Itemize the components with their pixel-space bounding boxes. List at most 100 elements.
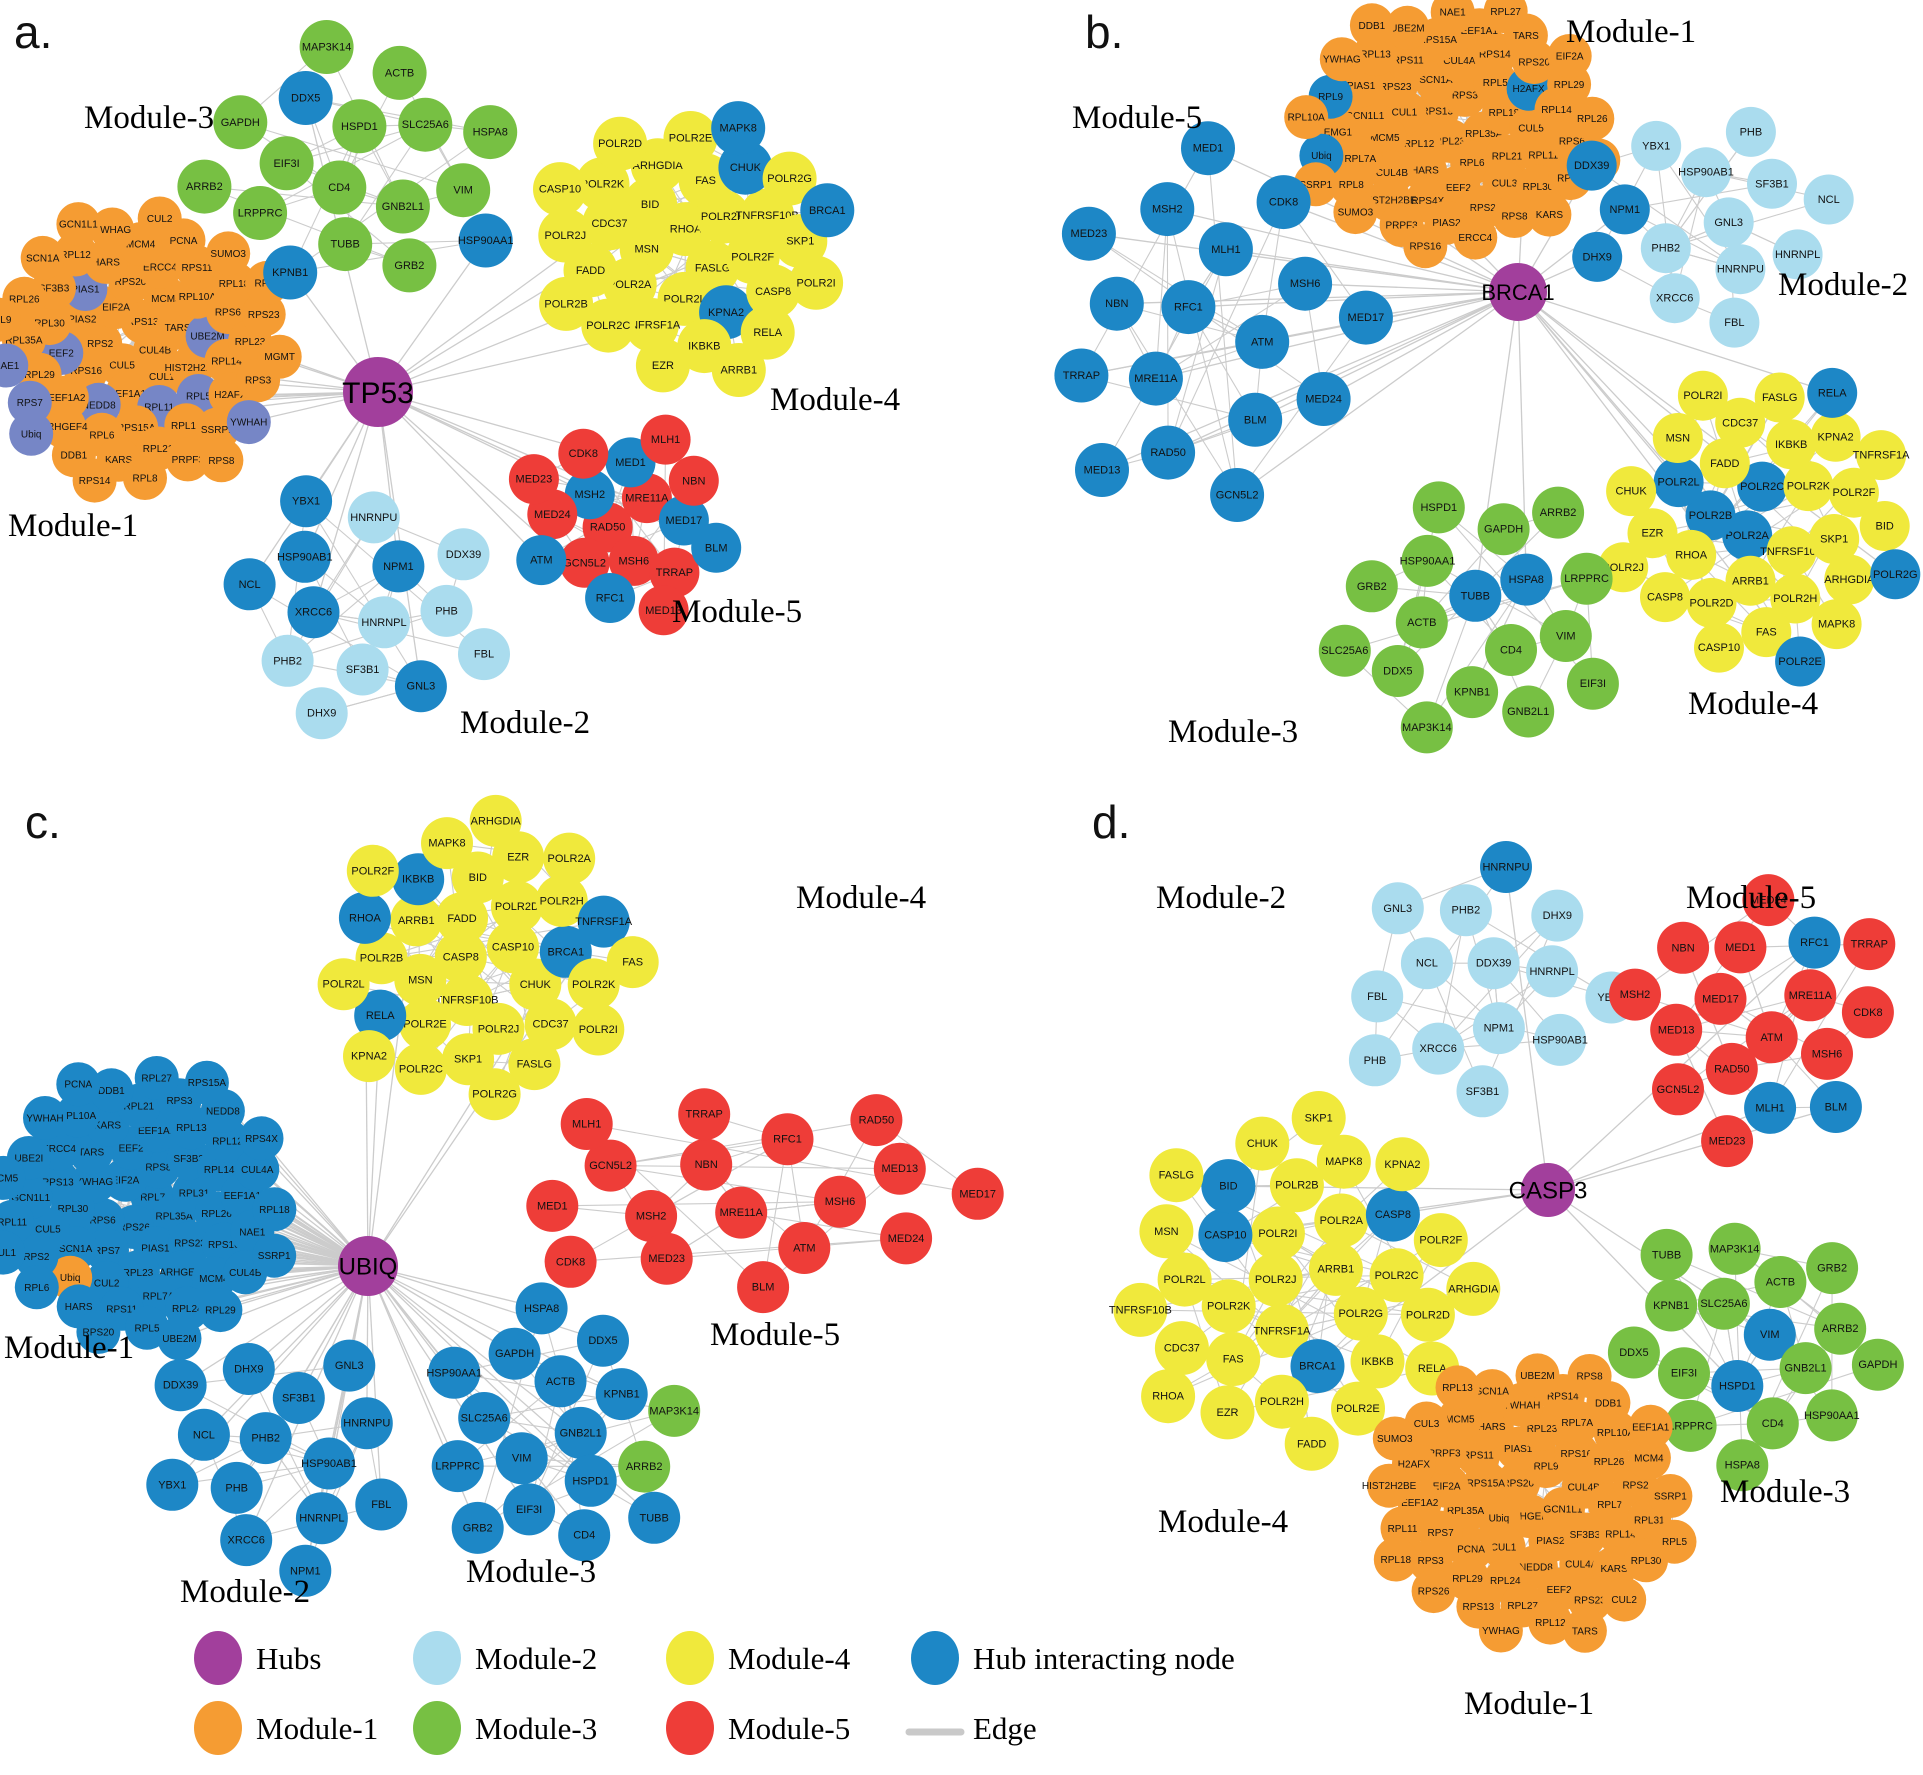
node-XRCC6[interactable]: [1649, 273, 1700, 324]
node-RPL26[interactable]: [1570, 96, 1615, 141]
node-HNRNPU[interactable]: [1715, 244, 1766, 295]
node-MED24[interactable]: [880, 1212, 933, 1265]
node-ACTB[interactable]: [1754, 1256, 1807, 1308]
node-SLC25A6[interactable]: [1318, 624, 1371, 677]
node-POLR2F[interactable]: [1413, 1213, 1468, 1268]
node-POLR2K[interactable]: [567, 958, 620, 1011]
node-DDX5[interactable]: [577, 1314, 629, 1367]
node-MGMT[interactable]: [257, 334, 302, 379]
node-NCL[interactable]: [177, 1408, 230, 1461]
node-PHB[interactable]: [210, 1461, 263, 1514]
node-POLR2C[interactable]: [1369, 1248, 1424, 1303]
node-POLR2K[interactable]: [1201, 1279, 1256, 1334]
node-TRRAP[interactable]: [1054, 348, 1109, 403]
node-MRE11A[interactable]: [1784, 969, 1837, 1022]
node-HNRNPU[interactable]: [347, 491, 400, 544]
node-EZR[interactable]: [1627, 508, 1678, 559]
node-PHB2[interactable]: [261, 634, 314, 687]
node-PHB2[interactable]: [1640, 223, 1691, 274]
node-YWHAG[interactable]: [1478, 1608, 1523, 1653]
node-HSP90AB1[interactable]: [303, 1437, 355, 1490]
node-YWHAG[interactable]: [1319, 37, 1364, 82]
node-FASLG[interactable]: [1149, 1148, 1204, 1203]
node-POLR2A[interactable]: [1314, 1193, 1369, 1248]
node-MLH1[interactable]: [1198, 222, 1253, 277]
node-MSH2[interactable]: [1609, 968, 1661, 1021]
node-CASP8[interactable]: [1640, 572, 1690, 623]
node-TRRAP[interactable]: [678, 1088, 731, 1141]
node-MED13[interactable]: [638, 585, 689, 636]
node-TNFRSF10B[interactable]: [1766, 526, 1817, 577]
node-HNRNPU[interactable]: [340, 1397, 393, 1450]
node-CDK8[interactable]: [1256, 175, 1311, 230]
node-SUMO3[interactable]: [1333, 190, 1378, 235]
node-MED23[interactable]: [508, 454, 559, 505]
node-PHB[interactable]: [420, 584, 473, 637]
node-MSN[interactable]: [394, 953, 447, 1006]
node-ATM[interactable]: [1745, 1011, 1798, 1064]
node-HSPD1[interactable]: [564, 1454, 617, 1507]
node-MED1[interactable]: [526, 1179, 579, 1232]
node-HSPA8[interactable]: [515, 1282, 568, 1335]
node-RHOA[interactable]: [1666, 529, 1717, 580]
node-DDX5[interactable]: [278, 71, 333, 125]
node-XRCC6[interactable]: [220, 1514, 273, 1567]
node-POLR2E[interactable]: [663, 111, 718, 165]
node-RPS2[interactable]: [14, 1234, 59, 1279]
node-ERCC4[interactable]: [1453, 215, 1498, 260]
node-YBX1[interactable]: [146, 1458, 199, 1511]
node-POLR2B[interactable]: [355, 932, 408, 985]
node-IKBKB[interactable]: [1350, 1334, 1405, 1389]
node-RPS20[interactable]: [76, 1309, 121, 1354]
node-LRPPRC[interactable]: [1664, 1399, 1717, 1452]
node-CDC37[interactable]: [524, 998, 577, 1051]
node-POLR2B[interactable]: [1269, 1158, 1324, 1213]
node-CASP10[interactable]: [1694, 622, 1744, 673]
node-BRCA1[interactable]: [800, 183, 855, 238]
node-KARS[interactable]: [1527, 192, 1572, 237]
node-BLM[interactable]: [691, 522, 742, 573]
node-MED1[interactable]: [1181, 121, 1235, 176]
node-FBL[interactable]: [1709, 297, 1760, 348]
node-GCN1L1[interactable]: [56, 202, 101, 247]
node-CUL2[interactable]: [137, 196, 182, 241]
node-HSPD1[interactable]: [1711, 1360, 1764, 1412]
node-MSH2[interactable]: [564, 469, 615, 520]
node-HSP90AB1[interactable]: [1681, 147, 1731, 198]
node-HSP90AA1[interactable]: [458, 213, 513, 268]
node-DHX9[interactable]: [1572, 231, 1623, 282]
node-NBN[interactable]: [1657, 921, 1710, 974]
node-NBN[interactable]: [1089, 276, 1144, 331]
node-DDX5[interactable]: [1607, 1326, 1660, 1379]
node-HNRNPL[interactable]: [358, 596, 410, 649]
node-POLR2I[interactable]: [1677, 370, 1728, 421]
node-DDX39[interactable]: [437, 528, 490, 581]
node-TUBB[interactable]: [1449, 569, 1502, 622]
node-HSP90AA1[interactable]: [428, 1346, 481, 1399]
node-KPNA2[interactable]: [1375, 1137, 1430, 1192]
node-GRB2[interactable]: [382, 238, 437, 293]
node-HSP90AB1[interactable]: [1534, 1013, 1587, 1066]
node-POLR2G[interactable]: [762, 151, 817, 206]
node-POLR2L[interactable]: [317, 958, 370, 1011]
node-UBE2M[interactable]: [157, 1316, 202, 1361]
node-FAS[interactable]: [606, 936, 659, 989]
node-MSN[interactable]: [1139, 1204, 1194, 1259]
node-CD4[interactable]: [312, 160, 367, 215]
node-MED23[interactable]: [1061, 206, 1116, 261]
node-CUL1[interactable]: [0, 1230, 26, 1275]
node-ARRB1[interactable]: [711, 343, 766, 397]
node-EIF3I[interactable]: [1566, 657, 1619, 710]
node-MED24[interactable]: [1742, 874, 1795, 927]
node-RPS8[interactable]: [1492, 194, 1537, 238]
node-VIM[interactable]: [436, 163, 491, 218]
node-MSH6[interactable]: [1278, 256, 1333, 311]
hub-node-CASP3[interactable]: [1521, 1163, 1575, 1217]
node-MSH6[interactable]: [608, 535, 659, 586]
node-MCM4[interactable]: [1626, 1435, 1671, 1480]
node-CHUK[interactable]: [1606, 466, 1657, 517]
node-POLR2G[interactable]: [468, 1068, 521, 1121]
node-RPL10A[interactable]: [55, 1093, 100, 1138]
node-DDB1[interactable]: [89, 1068, 134, 1113]
node-NAE1[interactable]: [0, 343, 29, 388]
